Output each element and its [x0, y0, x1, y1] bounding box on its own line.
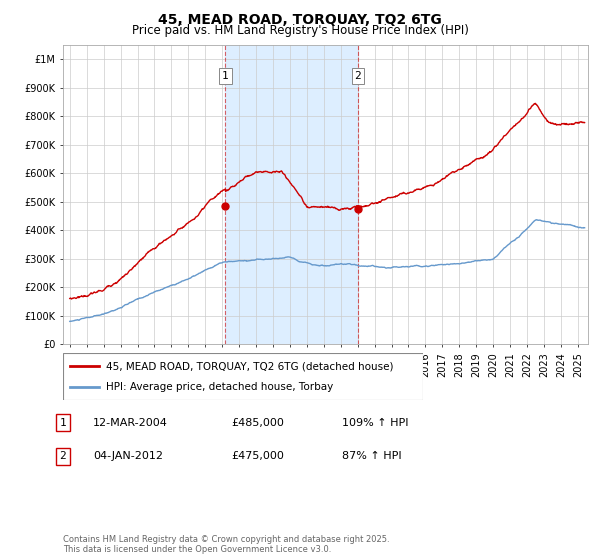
Text: Contains HM Land Registry data © Crown copyright and database right 2025.
This d: Contains HM Land Registry data © Crown c… [63, 535, 389, 554]
Text: HPI: Average price, detached house, Torbay: HPI: Average price, detached house, Torb… [106, 382, 334, 392]
Text: 2: 2 [59, 451, 67, 461]
Text: 1: 1 [59, 418, 67, 428]
Bar [226, 45, 358, 344]
Text: 2: 2 [355, 71, 361, 81]
Text: £485,000: £485,000 [231, 418, 284, 428]
Text: 45, MEAD ROAD, TORQUAY, TQ2 6TG (detached house): 45, MEAD ROAD, TORQUAY, TQ2 6TG (detache… [106, 361, 394, 371]
Text: £475,000: £475,000 [231, 451, 284, 461]
FancyBboxPatch shape [63, 353, 423, 400]
Text: 45, MEAD ROAD, TORQUAY, TQ2 6TG: 45, MEAD ROAD, TORQUAY, TQ2 6TG [158, 13, 442, 27]
Text: 1: 1 [222, 71, 229, 81]
Text: 109% ↑ HPI: 109% ↑ HPI [342, 418, 409, 428]
Text: 04-JAN-2012: 04-JAN-2012 [93, 451, 163, 461]
Text: 87% ↑ HPI: 87% ↑ HPI [342, 451, 401, 461]
Text: Price paid vs. HM Land Registry's House Price Index (HPI): Price paid vs. HM Land Registry's House … [131, 24, 469, 37]
Text: 12-MAR-2004: 12-MAR-2004 [93, 418, 168, 428]
